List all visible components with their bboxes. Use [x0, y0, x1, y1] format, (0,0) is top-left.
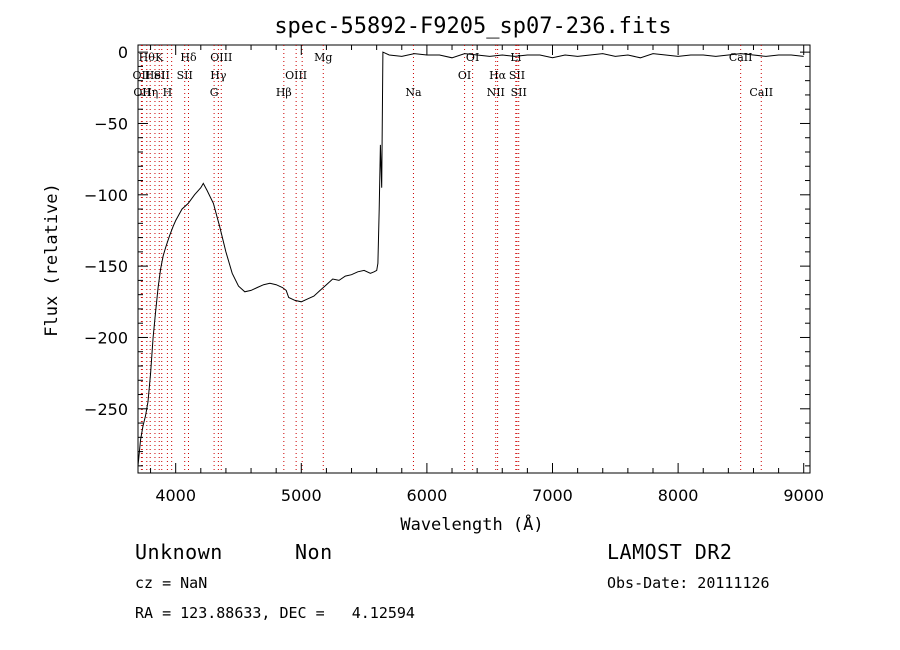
- line-marker-label: CaII: [749, 86, 773, 99]
- y-tick-label: −250: [84, 400, 128, 419]
- x-axis-label: Wavelength (Å): [400, 513, 543, 535]
- axis-tick-layer: 4000 5000 6000 7000 8000 9000 0 −50 −100 −150 −200…: [84, 43, 824, 505]
- line-marker-label: OI: [466, 51, 479, 64]
- x-tick-label: 4000: [155, 486, 196, 505]
- line-marker-label: CaII: [729, 51, 753, 64]
- line-marker-label: Hβ: [276, 86, 292, 99]
- line-marker-label: Li: [510, 51, 521, 64]
- line-marker-label: K: [155, 51, 164, 64]
- line-marker-label: OIII: [210, 51, 232, 64]
- line-marker-label: Hγ: [210, 69, 227, 82]
- line-marker-label: G: [210, 86, 219, 99]
- line-marker-label: Hη: [142, 86, 158, 99]
- line-marker-label: Hδ: [180, 51, 197, 64]
- spectrum-line: [137, 51, 804, 466]
- line-marker-label: H: [163, 86, 173, 99]
- x-tick-label: 6000: [407, 486, 448, 505]
- line-marker-label: SII: [509, 69, 525, 82]
- x-tick-label: 5000: [281, 486, 322, 505]
- cz-label: cz = NaN: [135, 574, 208, 592]
- line-marker-label: Hα: [489, 69, 507, 82]
- plot-frame: [137, 44, 811, 474]
- line-marker-label: OI: [458, 69, 471, 82]
- class-label: Unknown: [135, 540, 223, 564]
- survey-label: LAMOST DR2: [607, 540, 733, 564]
- line-marker-label: HeI: [145, 69, 165, 82]
- y-tick-label: −200: [84, 328, 128, 347]
- x-tick-label: 9000: [783, 486, 824, 505]
- line-marker-label: OII: [133, 69, 151, 82]
- line-marker-label: NII: [487, 86, 505, 99]
- x-tick-label: 8000: [658, 486, 699, 505]
- line-marker-layer: OIIOIIHθHηHeIKSIIHSIIHδGHγOIIIHβOIIIMgNa…: [133, 45, 773, 473]
- subclass-label: Non: [295, 540, 333, 564]
- line-marker-label: Mg: [314, 51, 332, 64]
- y-tick-label: −50: [94, 114, 128, 133]
- y-tick-label: 0: [118, 43, 128, 62]
- line-marker-label: SII: [511, 86, 527, 99]
- y-axis-label: Flux (relative): [42, 183, 62, 337]
- line-marker-label: OIII: [285, 69, 307, 82]
- obs-date-label: Obs-Date: 20111126: [607, 574, 770, 592]
- x-tick-label: 7000: [532, 486, 573, 505]
- line-marker-label: Na: [405, 86, 422, 99]
- radec-label: RA = 123.88633, DEC = 4.12594: [135, 604, 415, 622]
- chart-title: spec-55892-F9205_sp07-236.fits: [274, 14, 671, 39]
- line-marker-label: SII: [154, 69, 170, 82]
- y-tick-label: −150: [84, 257, 128, 276]
- y-tick-label: −100: [84, 186, 128, 205]
- line-marker-label: SII: [177, 69, 193, 82]
- line-marker-label: Hθ: [139, 51, 156, 64]
